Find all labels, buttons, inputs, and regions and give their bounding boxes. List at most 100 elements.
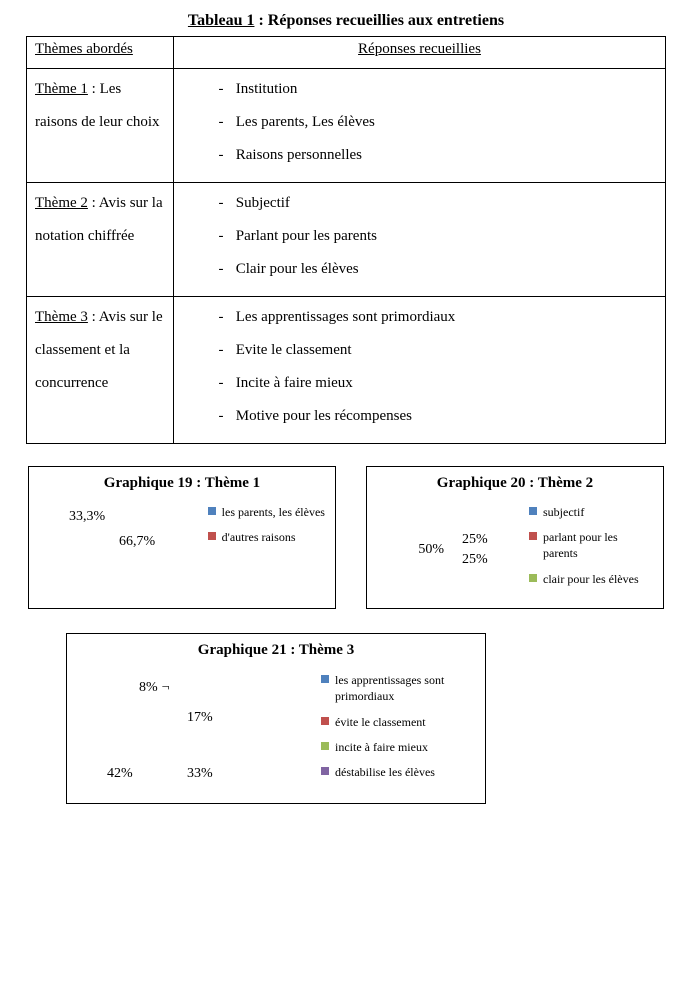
chart-21-value: 17% xyxy=(187,705,213,730)
theme-label: Thème 1 xyxy=(35,81,88,97)
response-line: - Raisons personnelles xyxy=(210,139,657,172)
response-line: - Clair pour les élèves xyxy=(210,253,657,286)
chart-20-value-stack: 25% 25% xyxy=(462,530,488,569)
response-text: Institution xyxy=(232,81,297,97)
hook-icon: ¬ xyxy=(162,675,170,700)
bullet-dash-icon: - xyxy=(210,334,232,367)
chart-19-values: 33,3% 66,7% xyxy=(39,504,208,554)
table-row: Thème 1 : Les raisons de leur choix - Ins… xyxy=(27,69,666,183)
charts-row-1: Graphique 19 : Thème 1 33,3% 66,7% les p… xyxy=(28,466,664,609)
header-themes: Thèmes abordés xyxy=(27,37,174,69)
legend-swatch-icon xyxy=(529,574,537,582)
response-text: Les apprentissages sont primordiaux xyxy=(232,309,455,325)
bullet-dash-icon: - xyxy=(210,187,232,220)
responses-cell: - Les apprentissages sont primordiaux- E… xyxy=(174,297,666,444)
legend-label: incite à faire mieux xyxy=(335,739,428,755)
legend-label: clair pour les élèves xyxy=(543,571,639,587)
chart-21: Graphique 21 : Thème 3 8%¬17%42%33% les … xyxy=(66,633,486,804)
chart-20-stack-0: 25% xyxy=(462,530,488,550)
chart-20-body: 50% 25% 25% subjectif parlant pour les pa… xyxy=(377,504,653,596)
response-text: Evite le classement xyxy=(232,342,352,358)
response-text: Subjectif xyxy=(232,195,290,211)
legend-label: parlant pour les parents xyxy=(543,529,653,561)
chart-20-value-left: 50% xyxy=(418,537,444,562)
legend-label: déstabilise les élèves xyxy=(335,764,435,780)
header-responses: Réponses recueillies xyxy=(174,37,666,69)
legend-swatch-icon xyxy=(321,742,329,750)
legend-swatch-icon xyxy=(529,507,537,515)
responses-cell: - Institution- Les parents, Les élèves- … xyxy=(174,69,666,183)
legend-item: évite le classement xyxy=(321,714,475,730)
legend-label: les parents, les élèves xyxy=(222,504,325,520)
legend-swatch-icon xyxy=(321,767,329,775)
title-prefix: Tableau 1 xyxy=(188,12,255,29)
legend-item: les apprentissages sont primordiaux xyxy=(321,672,475,704)
chart-21-value-text: 33% xyxy=(187,766,213,781)
legend-swatch-icon xyxy=(321,675,329,683)
chart-19-value-0: 33,3% xyxy=(69,504,208,529)
response-text: Clair pour les élèves xyxy=(232,261,359,277)
legend-label: subjectif xyxy=(543,504,584,520)
table-row: Thème 3 : Avis sur le classement et la c… xyxy=(27,297,666,444)
legend-item: déstabilise les élèves xyxy=(321,764,475,780)
response-line: - Parlant pour les parents xyxy=(210,220,657,253)
response-text: Raisons personnelles xyxy=(232,147,362,163)
response-line: - Subjectif xyxy=(210,187,657,220)
chart-21-value-text: 8% xyxy=(139,680,158,695)
responses-cell: - Subjectif- Parlant pour les parents- C… xyxy=(174,183,666,297)
chart-20-values: 50% 25% 25% xyxy=(377,530,529,569)
table-row: Thème 2 : Avis sur la notation chiffrée -… xyxy=(27,183,666,297)
response-text: Motive pour les récompenses xyxy=(232,408,412,424)
legend-item: d'autres raisons xyxy=(208,529,325,545)
legend-item: incite à faire mieux xyxy=(321,739,475,755)
theme-label: Thème 2 xyxy=(35,195,88,211)
chart-21-value-text: 17% xyxy=(187,710,213,725)
chart-20-title: Graphique 20 : Thème 2 xyxy=(377,475,653,492)
bullet-dash-icon: - xyxy=(210,367,232,400)
bullet-dash-icon: - xyxy=(210,220,232,253)
legend-item: les parents, les élèves xyxy=(208,504,325,520)
theme-cell: Thème 2 : Avis sur la notation chiffrée xyxy=(27,183,174,297)
legend-swatch-icon xyxy=(529,532,537,540)
legend-label: d'autres raisons xyxy=(222,529,296,545)
legend-item: subjectif xyxy=(529,504,653,520)
response-line: - Les parents, Les élèves xyxy=(210,106,657,139)
chart-20: Graphique 20 : Thème 2 50% 25% 25% subje… xyxy=(366,466,664,609)
title-rest: : Réponses recueillies aux entretiens xyxy=(254,12,504,29)
legend-swatch-icon xyxy=(321,717,329,725)
chart-21-body: 8% ¬ 17% 42% 33% les apprentissages sont pri… xyxy=(77,671,475,791)
chart-19-value-1: 66,7% xyxy=(119,529,208,554)
chart-19-title: Graphique 19 : Thème 1 xyxy=(39,475,325,492)
bullet-dash-icon: - xyxy=(210,301,232,334)
bullet-dash-icon: - xyxy=(210,73,232,106)
response-line: - Evite le classement xyxy=(210,334,657,367)
bullet-dash-icon: - xyxy=(210,253,232,286)
table-header-row: Thèmes abordés Réponses recueillies xyxy=(27,37,666,69)
chart-20-stack-1: 25% xyxy=(462,550,488,570)
response-line: - Incite à faire mieux xyxy=(210,367,657,400)
legend-label: les apprentissages sont primordiaux xyxy=(335,672,475,704)
response-line: - Motive pour les récompenses xyxy=(210,400,657,433)
legend-swatch-icon xyxy=(208,532,216,540)
chart-19-legend: les parents, les élèves d'autres raisons xyxy=(208,504,325,554)
response-line: - Institution xyxy=(210,73,657,106)
chart-21-legend: les apprentissages sont primordiaux évite… xyxy=(321,672,475,789)
chart-20-legend: subjectif parlant pour les parents clair p… xyxy=(529,504,653,596)
chart-19: Graphique 19 : Thème 1 33,3% 66,7% les p… xyxy=(28,466,336,609)
chart-21-value: 8% ¬ xyxy=(139,675,170,700)
bullet-dash-icon: - xyxy=(210,106,232,139)
bullet-dash-icon: - xyxy=(210,400,232,433)
response-line: - Les apprentissages sont primordiaux xyxy=(210,301,657,334)
responses-table: Thèmes abordés Réponses recueillies Thèm… xyxy=(26,36,666,444)
chart-21-value-text: 42% xyxy=(107,766,133,781)
document-title: Tableau 1 : Réponses recueillies aux ent… xyxy=(18,12,674,30)
chart-21-value: 33% xyxy=(187,761,213,786)
theme-cell: Thème 3 : Avis sur le classement et la c… xyxy=(27,297,174,444)
response-text: Les parents, Les élèves xyxy=(232,114,375,130)
legend-item: parlant pour les parents xyxy=(529,529,653,561)
legend-item: clair pour les élèves xyxy=(529,571,653,587)
theme-cell: Thème 1 : Les raisons de leur choix xyxy=(27,69,174,183)
legend-label: évite le classement xyxy=(335,714,426,730)
theme-label: Thème 3 xyxy=(35,309,88,325)
response-text: Parlant pour les parents xyxy=(232,228,377,244)
